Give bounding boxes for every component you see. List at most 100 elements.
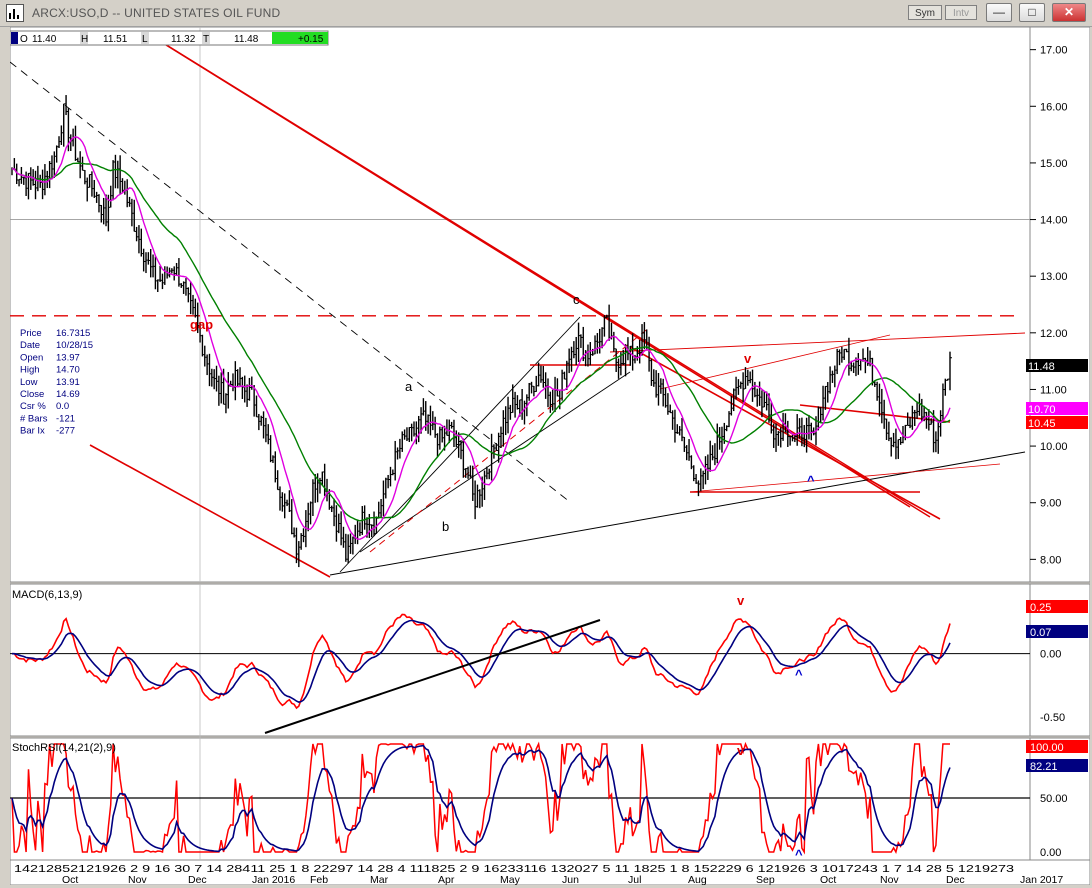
data-window-label: Close xyxy=(20,389,44,400)
stoch-value-bg xyxy=(1026,740,1088,753)
data-window-value: 14.69 xyxy=(56,389,80,400)
window-title: ARCX:USO,D -- UNITED STATES OIL FUND xyxy=(32,6,281,20)
data-window: Price 16.7315 Date 10/28/15 Open 13.97 High 14.… xyxy=(14,323,98,441)
data-window-value: 13.91 xyxy=(56,377,80,388)
close-icon: ✕ xyxy=(1063,5,1075,19)
month-label: Oct xyxy=(820,874,836,885)
signal-value: 0.07 xyxy=(1030,627,1051,639)
macd-trendline xyxy=(264,619,601,734)
ohlc-c-label: T xyxy=(203,34,209,45)
price-tick-label: 14.00 xyxy=(1040,215,1068,227)
price-annotation: b xyxy=(442,519,449,534)
macd-value-bg xyxy=(1026,600,1088,613)
data-window-label: Csr % xyxy=(20,401,46,412)
trendline-lower xyxy=(89,444,331,578)
month-label: Dec xyxy=(946,874,965,885)
price-tick-label: 12.00 xyxy=(1040,328,1068,340)
chart-app-icon xyxy=(6,4,24,22)
stoch-signal-line xyxy=(11,744,951,853)
macd-tick-label: 0.00 xyxy=(1040,649,1061,661)
chart-canvas[interactable]: 17.00 16.00 15.00 14.00 13.00 12.00 11.00 10.00… xyxy=(10,27,1090,885)
data-window-value: -121 xyxy=(56,413,75,424)
ohlc-change: +0.15 xyxy=(298,34,324,45)
data-window-label: Price xyxy=(20,328,42,339)
price-tick-label: 11.00 xyxy=(1040,384,1067,396)
data-window-label: Bar Ix xyxy=(20,426,45,437)
month-label: Nov xyxy=(128,874,147,885)
interval-button[interactable]: Intv xyxy=(945,5,977,20)
month-label: Jul xyxy=(628,874,641,885)
stoch-pane[interactable] xyxy=(10,737,1031,861)
macd-lines: v^ xyxy=(10,593,1030,734)
title-bar[interactable]: ARCX:USO,D -- UNITED STATES OIL FUND Sym… xyxy=(0,0,1092,27)
price-pane[interactable] xyxy=(10,27,1031,583)
stoch-lines: v^ xyxy=(10,741,1030,862)
price-tick-label: 17.00 xyxy=(1040,45,1068,57)
ohlc-c-value: 11.48 xyxy=(234,34,259,45)
price-tick-label: 16.00 xyxy=(1040,101,1068,113)
month-label: Nov xyxy=(880,874,899,885)
stoch-axis xyxy=(1029,737,1090,861)
signal-value-bg xyxy=(1026,625,1088,638)
data-window-label: # Bars xyxy=(20,413,48,424)
stoch-annotation: v xyxy=(737,743,745,758)
month-label: Jan 2017 xyxy=(1020,874,1063,885)
fast-moving-average xyxy=(11,136,951,540)
price-value-label-bg xyxy=(1026,416,1088,429)
symbol-button[interactable]: Sym xyxy=(908,5,942,20)
price-tick-label: 9.00 xyxy=(1040,498,1061,510)
time-axis xyxy=(10,859,1090,885)
ohlc-h-label: H xyxy=(81,34,88,45)
data-window-label: Date xyxy=(20,340,40,351)
stoch-rsi-line xyxy=(11,741,950,855)
indicator-tick-labels: 0.00 -0.50 0.25 0.07 50.00 0.00 100.00 82.21 xyxy=(1026,600,1088,859)
dashed-channel-line xyxy=(10,61,571,503)
price-tick-label: 13.00 xyxy=(1040,271,1068,283)
ohlc-h-value: 11.51 xyxy=(103,34,128,45)
close-button[interactable]: ✕ xyxy=(1052,3,1086,22)
month-label: Aug xyxy=(688,874,707,885)
data-window-label: High xyxy=(20,365,40,376)
price-tick-label: 15.00 xyxy=(1040,158,1068,170)
rising-trendline-2 xyxy=(359,371,631,553)
stoch-annotation: ^ xyxy=(795,847,803,862)
price-value-label-bg xyxy=(1026,402,1088,415)
stoch-tick-label: 50.00 xyxy=(1040,793,1068,805)
price-axis xyxy=(1029,27,1090,583)
price-value-labels: 11.48 10.70 10.45 xyxy=(1026,359,1088,430)
price-tick-label: 10.00 xyxy=(1040,441,1068,453)
stoch-value: 100.00 xyxy=(1030,742,1064,754)
price-annotation: c xyxy=(573,292,580,307)
ohlc-header: O 11.40 H 11.51 L 11.32 T 11.48 +0.15 xyxy=(10,30,329,46)
month-label: Oct xyxy=(62,874,78,885)
ohlc-l-value: 11.32 xyxy=(171,34,196,45)
data-window-label: Open xyxy=(20,352,43,363)
price-annotation: v xyxy=(744,351,752,366)
minimize-button[interactable]: — xyxy=(986,3,1012,22)
macd-annotation: ^ xyxy=(795,667,803,682)
ohlc-o-label: O xyxy=(20,34,28,45)
macd-title: MACD(6,13,9) xyxy=(12,589,82,601)
month-labels: Oct Nov Dec Jan 2016 Feb Mar Apr May Jun Jul Aug Se… xyxy=(62,874,1063,885)
data-window-value: -277 xyxy=(56,426,75,437)
minimize-icon: — xyxy=(993,5,1005,19)
slow-moving-average xyxy=(11,162,951,522)
month-label: Apr xyxy=(438,874,455,885)
rising-trendline xyxy=(339,316,581,573)
price-annotation: gap xyxy=(190,317,213,332)
restore-button[interactable]: □ xyxy=(1019,3,1045,22)
macd-signal-line xyxy=(12,619,951,703)
stoch-signal-value-bg xyxy=(1026,759,1088,772)
month-label: Sep xyxy=(756,874,775,885)
macd-tick-label: -0.50 xyxy=(1040,712,1065,724)
macd-value: 0.25 xyxy=(1030,602,1051,614)
macd-pane[interactable] xyxy=(10,583,1031,737)
macd-annotation: v xyxy=(737,593,745,608)
data-window-value: 16.7315 xyxy=(56,328,90,339)
ohlc-l-label: L xyxy=(142,34,148,45)
data-window-label: Low xyxy=(20,377,38,388)
price-tick-label: 8.00 xyxy=(1040,554,1061,566)
month-label: Jun xyxy=(562,874,579,885)
restore-icon: □ xyxy=(1028,5,1036,19)
